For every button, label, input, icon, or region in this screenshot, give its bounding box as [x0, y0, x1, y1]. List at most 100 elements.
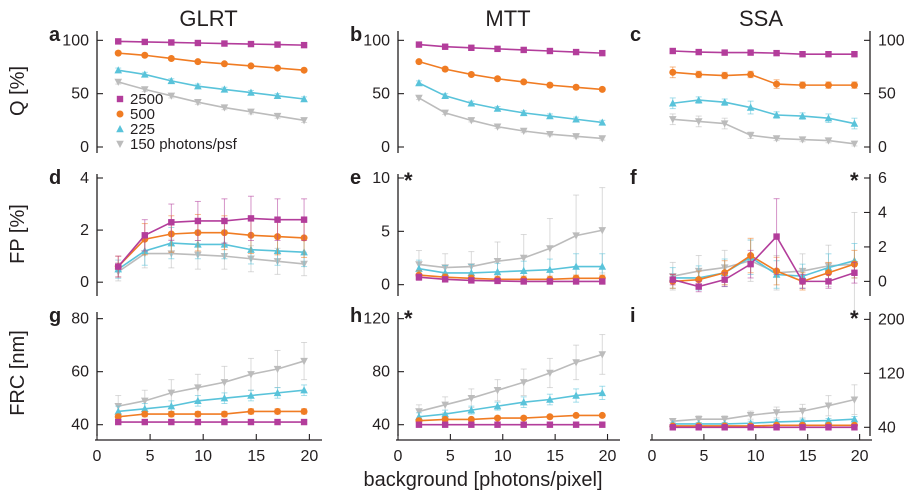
series-line — [418, 82, 603, 124]
data-point — [747, 70, 755, 78]
data-point — [824, 114, 833, 122]
data-point — [546, 265, 554, 273]
data-point — [747, 424, 754, 431]
series-line — [418, 392, 603, 418]
column-title: MTT — [485, 6, 530, 31]
data-point — [194, 396, 202, 405]
data-point — [493, 402, 502, 410]
data-point — [300, 41, 308, 49]
data-point — [141, 232, 148, 239]
data-point — [141, 418, 148, 426]
panel-i: 40 120 200 i * — [630, 305, 905, 436]
data-point — [572, 391, 580, 399]
data-point — [851, 51, 858, 58]
data-point — [247, 418, 255, 426]
data-point — [572, 133, 580, 141]
x-tick-label: 15 — [799, 448, 817, 465]
y-tick-label: 2 — [80, 222, 89, 239]
data-point — [415, 264, 423, 272]
series-225 — [668, 96, 859, 130]
x-tick-label: 10 — [194, 448, 212, 465]
data-point — [747, 49, 754, 56]
series-line — [118, 81, 305, 122]
data-point — [669, 47, 676, 55]
data-point — [850, 81, 858, 89]
data-point — [520, 421, 527, 428]
data-point — [825, 278, 832, 285]
data-point — [721, 49, 728, 56]
data-point — [194, 410, 202, 418]
series-2500 — [415, 421, 606, 428]
data-point — [747, 260, 754, 268]
x-tick-label: 20 — [599, 448, 617, 465]
data-point — [415, 274, 423, 281]
series-150 — [415, 94, 607, 143]
y-tick-label: 100 — [363, 32, 390, 49]
series-150 — [415, 334, 607, 419]
series-500 — [114, 407, 308, 421]
data-point — [694, 416, 703, 424]
data-point — [746, 411, 755, 420]
data-point — [572, 115, 580, 123]
panel-letter-d: d — [49, 167, 61, 189]
data-point — [114, 66, 123, 74]
data-point — [141, 410, 149, 418]
data-point — [799, 424, 806, 431]
y-tick-label: 0 — [878, 139, 887, 156]
data-point — [494, 421, 501, 428]
data-point — [799, 51, 806, 58]
data-point — [114, 78, 123, 86]
data-point — [221, 217, 228, 225]
data-point — [441, 410, 449, 418]
data-point — [494, 277, 501, 285]
panel-letter-c: c — [630, 24, 641, 46]
x-tick-label: 5 — [699, 448, 708, 465]
significance-star: * — [850, 306, 859, 331]
data-point — [300, 117, 308, 125]
data-point — [274, 64, 282, 72]
data-point — [247, 40, 255, 48]
data-point — [273, 365, 282, 374]
data-point — [167, 410, 175, 418]
series-225 — [114, 66, 308, 103]
y-tick-label: 10 — [372, 170, 390, 187]
data-point — [519, 254, 528, 262]
data-point — [824, 81, 832, 89]
data-point — [825, 51, 832, 58]
legend-entry: 500 — [130, 106, 155, 123]
data-point — [493, 387, 502, 395]
data-point — [493, 104, 502, 112]
series-2500 — [415, 41, 606, 57]
data-point — [572, 411, 580, 419]
data-point — [247, 62, 255, 70]
y-tick-label: 50 — [878, 86, 896, 103]
data-point — [669, 424, 676, 431]
data-point — [520, 278, 527, 285]
data-point — [546, 421, 554, 428]
panel-letter-f: f — [630, 167, 637, 189]
y-tick-label: 4 — [80, 170, 89, 187]
data-point — [721, 72, 729, 80]
data-point — [519, 379, 528, 387]
data-point — [441, 65, 449, 73]
series-line — [117, 217, 305, 268]
data-point — [194, 384, 202, 392]
x-tick-label: 0 — [394, 448, 403, 465]
data-point — [850, 396, 859, 404]
x-axis-GLRT: 0 5 10 15 20 — [93, 434, 322, 465]
data-point — [441, 276, 449, 283]
column-title: GLRT — [179, 6, 237, 31]
data-point — [746, 132, 755, 140]
data-point — [598, 388, 607, 397]
series-line — [418, 97, 603, 140]
data-point — [851, 424, 858, 431]
series-line — [672, 50, 855, 56]
y-tick-label: 2 — [878, 239, 887, 256]
panel-c: 0 50 100 c — [630, 24, 905, 156]
y-tick-label: 0 — [80, 139, 89, 156]
data-point — [798, 136, 807, 144]
legend-entry: 150 photons/psf — [130, 136, 238, 153]
data-point — [115, 263, 122, 270]
data-point — [720, 120, 729, 128]
